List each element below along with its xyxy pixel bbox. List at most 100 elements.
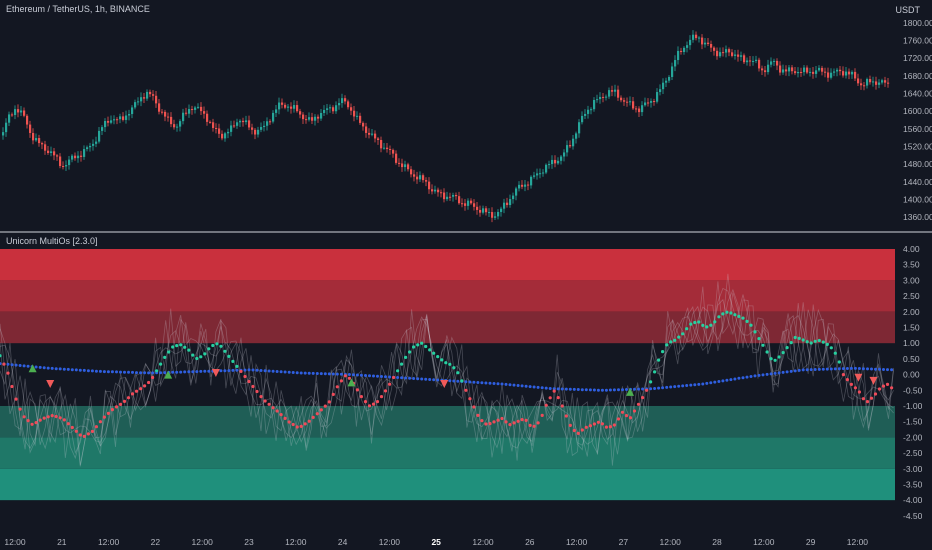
candle-body xyxy=(638,108,641,113)
signal-dot xyxy=(689,383,693,387)
candle-body xyxy=(17,109,20,113)
candle-body xyxy=(323,109,326,113)
signal-dot xyxy=(307,371,311,375)
signal-dot xyxy=(448,379,452,383)
candle-body xyxy=(365,126,368,133)
price-axis[interactable]: 1800.00 1760.00 1720.00 1680.00 1640.00 1600.… xyxy=(903,18,932,222)
signal-dot xyxy=(347,373,351,376)
signal-dot xyxy=(388,375,392,379)
signal-dot xyxy=(761,373,765,377)
signal-dot xyxy=(536,385,540,389)
candle-body xyxy=(122,116,125,120)
signal-dot xyxy=(697,382,701,386)
candle-body xyxy=(80,155,83,157)
main-line-dot xyxy=(396,369,400,373)
candle-body xyxy=(257,129,260,135)
candle-body xyxy=(530,176,533,186)
candle-body xyxy=(248,120,251,128)
signal-dot xyxy=(412,377,416,380)
main-line-dot xyxy=(596,420,601,424)
candle-body xyxy=(794,71,797,74)
main-line-dot xyxy=(464,388,468,392)
time-tick-label: 25 xyxy=(431,537,441,547)
candle-body xyxy=(518,184,521,189)
signal-dot xyxy=(311,371,315,375)
main-line-dot xyxy=(809,341,813,345)
indicator-title[interactable]: Unicorn MultiOs [2.3.0] xyxy=(6,236,98,246)
candle-body xyxy=(743,55,746,63)
candle-body xyxy=(326,108,329,110)
time-axis[interactable]: 12:00 21 12:00 22 12:00 23 12:00 24 12:00 25 12:00… xyxy=(4,537,868,547)
main-line-dot xyxy=(66,422,70,426)
candle-body xyxy=(419,175,422,180)
signal-dot xyxy=(299,371,303,375)
candle-body xyxy=(83,149,86,157)
main-line-dot xyxy=(339,379,343,383)
candle-body xyxy=(155,95,158,104)
candle-body xyxy=(557,160,560,164)
signal-dot xyxy=(420,377,424,381)
main-line-dot xyxy=(737,314,741,318)
signal-dot xyxy=(50,366,54,370)
signal-dot xyxy=(825,367,829,371)
signal-dot xyxy=(34,365,38,369)
candle-body xyxy=(521,184,524,187)
candle-body xyxy=(71,155,74,160)
oscillator-axis[interactable]: 4.00 3.50 3.00 2.50 2.00 1.50 1.00 0.50 0.00 -0.5… xyxy=(903,244,923,521)
candle-body xyxy=(458,196,461,204)
candle-body xyxy=(200,106,203,112)
signal-dot xyxy=(516,384,520,387)
signal-dot xyxy=(38,365,42,369)
signal-dot xyxy=(500,382,504,386)
candle-body xyxy=(416,176,419,180)
signal-dot xyxy=(416,377,420,381)
candle-body xyxy=(431,189,434,192)
signal-dot xyxy=(315,372,319,375)
candle-body xyxy=(455,194,458,197)
main-line-dot xyxy=(777,355,781,359)
main-line-dot xyxy=(14,397,18,401)
signal-dot xyxy=(251,368,255,372)
oscillator-panel[interactable] xyxy=(0,249,895,501)
signal-dot xyxy=(303,371,307,375)
sell-signal-marker xyxy=(869,376,878,385)
candle-body xyxy=(299,111,302,115)
main-line-dot xyxy=(355,388,359,392)
candle-body xyxy=(212,122,215,128)
candle-body xyxy=(182,112,185,122)
signal-dot xyxy=(866,367,869,371)
main-line-dot xyxy=(122,399,127,403)
main-line-dot xyxy=(134,389,139,393)
oscillator-tick-label: -0.50 xyxy=(903,385,923,395)
main-line-dot xyxy=(560,404,564,408)
candle-body xyxy=(62,166,65,168)
price-panel[interactable] xyxy=(2,30,890,223)
time-tick-label: 12:00 xyxy=(4,537,26,547)
main-line-dot xyxy=(448,362,452,366)
candle-body xyxy=(35,138,38,141)
signal-dot xyxy=(436,378,440,382)
main-line-dot xyxy=(118,402,123,406)
candle-body xyxy=(635,108,638,110)
main-line-dot xyxy=(584,425,588,429)
currency-label: USDT xyxy=(895,5,921,15)
signal-dot xyxy=(841,367,845,371)
signal-dot xyxy=(797,368,801,372)
main-line-dot xyxy=(480,419,484,423)
candle-body xyxy=(110,120,113,123)
signal-dot xyxy=(685,384,689,387)
signal-dot xyxy=(468,380,472,384)
signal-dot xyxy=(223,369,227,373)
signal-dot xyxy=(741,376,745,380)
main-line-dot xyxy=(287,420,291,424)
signal-dot xyxy=(22,364,26,368)
price-tick-label: 1560.00 xyxy=(903,124,932,134)
candle-body xyxy=(293,105,296,109)
candle-body xyxy=(350,107,353,111)
signal-dot xyxy=(649,387,653,391)
signal-dot xyxy=(179,370,183,374)
candle-body xyxy=(449,196,452,198)
main-line-dot xyxy=(359,395,363,399)
time-tick-label: 12:00 xyxy=(566,537,588,547)
signal-dot xyxy=(745,375,749,379)
